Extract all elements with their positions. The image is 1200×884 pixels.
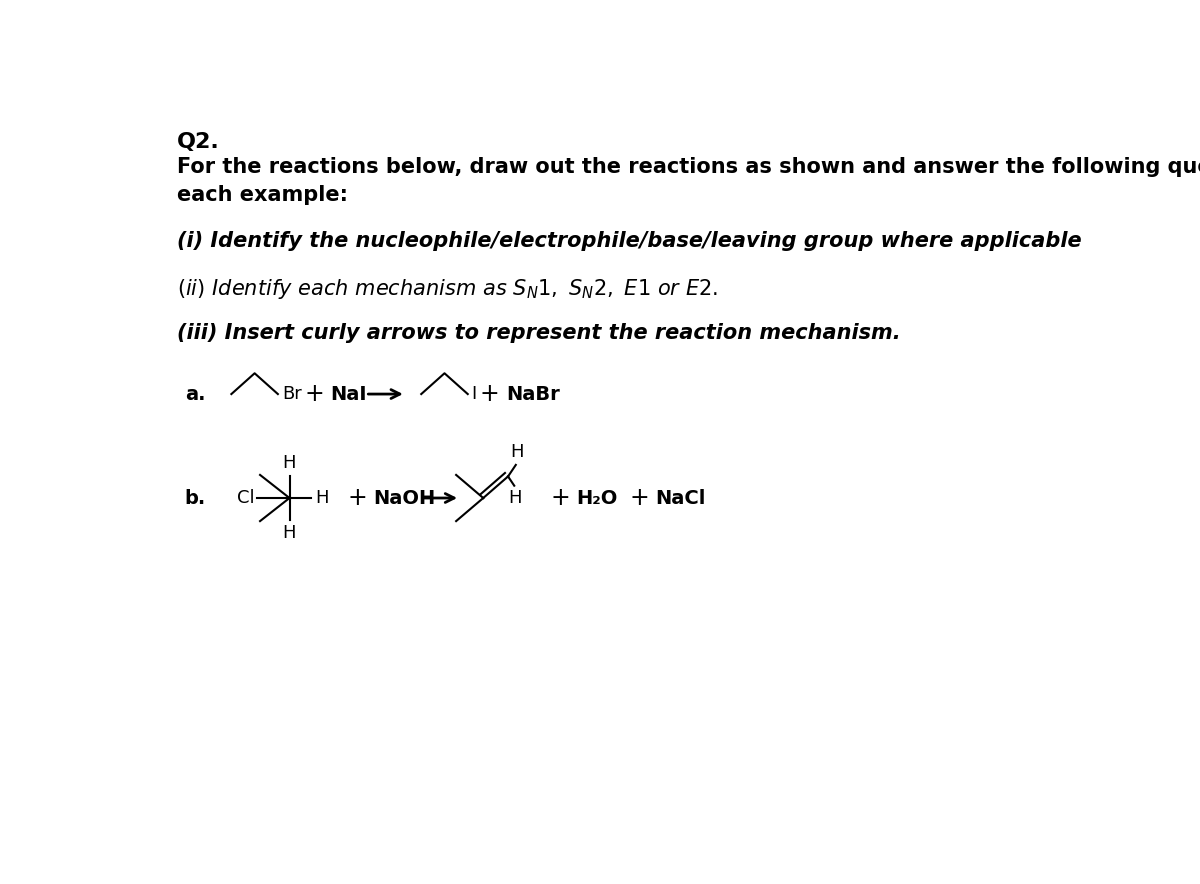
Text: NaI: NaI bbox=[330, 385, 366, 404]
Text: +: + bbox=[305, 382, 324, 406]
Text: H₂O: H₂O bbox=[576, 489, 618, 507]
Text: H: H bbox=[509, 489, 522, 507]
Text: each example:: each example: bbox=[178, 185, 348, 204]
Text: NaOH: NaOH bbox=[373, 489, 436, 507]
Text: +: + bbox=[551, 486, 571, 510]
Text: +: + bbox=[480, 382, 499, 406]
Text: H: H bbox=[510, 443, 523, 461]
Text: H: H bbox=[283, 453, 296, 472]
Text: a.: a. bbox=[185, 385, 205, 404]
Text: NaCl: NaCl bbox=[655, 489, 706, 507]
Text: (iii) Insert curly arrows to represent the reaction mechanism.: (iii) Insert curly arrows to represent t… bbox=[178, 324, 901, 343]
Text: Cl: Cl bbox=[238, 489, 254, 507]
Text: +: + bbox=[630, 486, 649, 510]
Text: I: I bbox=[470, 385, 476, 403]
Text: Q2.: Q2. bbox=[178, 133, 220, 152]
Text: H: H bbox=[283, 524, 296, 542]
Text: Br: Br bbox=[282, 385, 301, 403]
Text: For the reactions below, draw out the reactions as shown and answer the followin: For the reactions below, draw out the re… bbox=[178, 156, 1200, 177]
Text: b.: b. bbox=[185, 489, 206, 507]
Text: H: H bbox=[316, 489, 329, 507]
Text: $\mathit{(ii)\ Identify\ each\ mechanism\ as\ S_{N}1,\ S_{N}2,\ E1\ or\ E2.}$: $\mathit{(ii)\ Identify\ each\ mechanism… bbox=[178, 277, 719, 301]
Text: (i) Identify the nucleophile/electrophile/base/leaving group where applicable: (i) Identify the nucleophile/electrophil… bbox=[178, 231, 1081, 251]
Text: NaBr: NaBr bbox=[506, 385, 560, 404]
Text: +: + bbox=[348, 486, 367, 510]
